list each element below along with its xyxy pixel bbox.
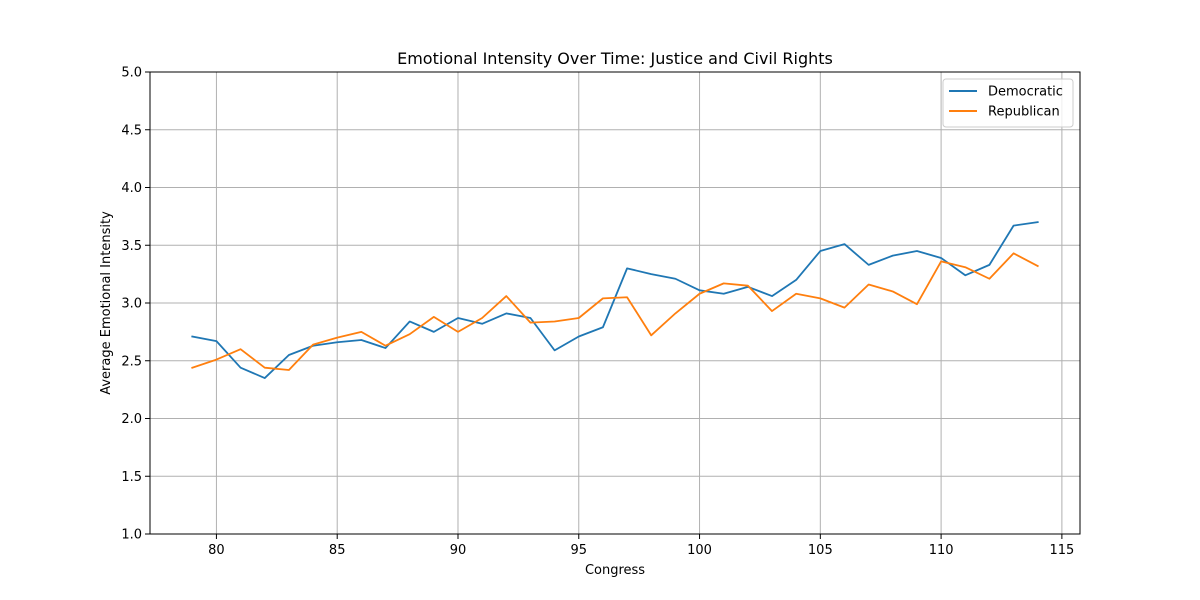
y-tick-label: 1.5 xyxy=(121,470,142,485)
legend: Democratic Republican xyxy=(942,78,1074,128)
axis-ticks: 80 85 90 95 100 105 110 115 1.0 1.5 2.0 2.5 3.0 3.5 4.… xyxy=(121,66,1074,559)
x-tick-label: 115 xyxy=(1049,543,1074,558)
y-tick-label: 5.0 xyxy=(121,66,142,81)
legend-label-democratic: Democratic xyxy=(988,85,1063,100)
y-tick-label: 4.5 xyxy=(121,123,142,138)
chart-title: Emotional Intensity Over Time: Justice a… xyxy=(397,49,833,68)
y-tick-label: 3.5 xyxy=(121,239,142,254)
x-tick-label: 105 xyxy=(808,543,833,558)
legend-label-republican: Republican xyxy=(988,105,1060,120)
x-tick-label: 100 xyxy=(687,543,712,558)
series-line-republican xyxy=(191,252,1039,371)
grid-lines xyxy=(150,71,1080,535)
x-tick-label: 110 xyxy=(929,543,954,558)
x-tick-label: 90 xyxy=(450,543,467,558)
y-tick-label: 3.0 xyxy=(121,297,142,312)
y-tick-label: 4.0 xyxy=(121,181,142,196)
x-tick-label: 80 xyxy=(208,543,225,558)
y-axis-label: Average Emotional Intensity xyxy=(99,211,114,395)
y-tick-label: 2.5 xyxy=(121,354,142,369)
x-tick-label: 85 xyxy=(329,543,346,558)
y-tick-label: 2.0 xyxy=(121,412,142,427)
x-tick-label: 95 xyxy=(570,543,587,558)
y-tick-label: 1.0 xyxy=(121,528,142,543)
x-axis-label: Congress xyxy=(585,563,645,578)
series-lines xyxy=(191,221,1039,379)
